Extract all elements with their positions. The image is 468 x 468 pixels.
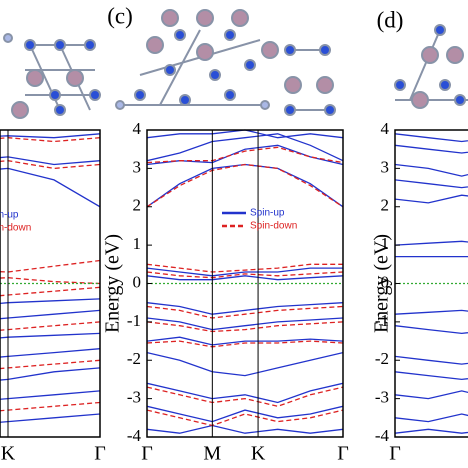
y-tick-label: -4 — [375, 426, 390, 445]
band-line — [395, 428, 468, 434]
y-tick-label: 4 — [133, 119, 142, 138]
structure-images — [3, 9, 468, 119]
band-line — [0, 167, 100, 208]
y-tick-label: 3 — [133, 157, 142, 176]
band-line — [147, 386, 343, 407]
y-tick-label: 2 — [133, 196, 142, 215]
x-tick-label: Γ — [389, 443, 401, 465]
band-line — [395, 325, 468, 335]
band-line — [395, 133, 468, 143]
band-line — [147, 336, 343, 346]
band-line — [147, 317, 343, 331]
band-line — [147, 267, 343, 277]
y-axis-label: Energy (eV) — [371, 234, 393, 333]
band-line — [0, 259, 100, 273]
band-line — [147, 163, 343, 208]
band-line — [147, 409, 343, 427]
band-line — [0, 367, 100, 381]
band-line — [395, 390, 468, 400]
band-line — [0, 390, 100, 400]
band-line — [0, 137, 100, 143]
band-line — [147, 133, 343, 162]
panel-label: (c) — [107, 3, 133, 28]
y-axis-label: Energy (eV) — [102, 234, 124, 333]
band-line — [147, 305, 343, 319]
band-line — [0, 309, 100, 320]
y-tick-label: 4 — [381, 119, 390, 138]
y-tick-label: -3 — [127, 388, 141, 407]
band-line — [0, 298, 100, 305]
band-line — [147, 271, 343, 279]
band-line — [395, 163, 468, 177]
y-tick-label: -3 — [375, 388, 389, 407]
band-line — [0, 332, 100, 339]
band-line — [147, 405, 343, 423]
x-tick-label: K — [251, 443, 266, 465]
band-line — [147, 129, 343, 139]
band-line — [147, 163, 343, 208]
band-line — [147, 424, 343, 434]
band-line — [0, 133, 100, 139]
y-tick-label: -2 — [375, 349, 389, 368]
band-line — [147, 302, 343, 315]
y-tick-label: -4 — [127, 426, 142, 445]
panel — [147, 129, 343, 434]
band-line — [147, 275, 343, 281]
band-line — [147, 144, 343, 166]
band-line — [147, 146, 343, 164]
x-tick-label: Γ — [337, 443, 349, 465]
y-tick-label: 3 — [381, 157, 390, 176]
band-line — [395, 240, 468, 246]
panel — [0, 133, 100, 423]
y-tick-label: -2 — [127, 349, 141, 368]
band-line — [147, 382, 343, 404]
panel-label: (d) — [377, 7, 404, 32]
y-tick-label: 0 — [381, 272, 390, 291]
band-line — [0, 348, 100, 358]
x-tick-label: M — [203, 443, 221, 465]
y-tick-label: -1 — [127, 311, 141, 330]
legend-label: Spin-down — [250, 221, 297, 232]
band-line — [395, 355, 468, 365]
y-tick-label: 0 — [133, 272, 142, 291]
y-tick-label: 1 — [133, 234, 142, 253]
band-line — [395, 144, 468, 154]
band-line — [0, 277, 100, 285]
band-line — [395, 194, 468, 204]
x-tick-label: Γ — [94, 443, 106, 465]
y-tick-label: -1 — [375, 311, 389, 330]
band-line — [0, 156, 100, 166]
band-line — [0, 359, 100, 370]
panel — [395, 133, 468, 434]
band-line — [0, 413, 100, 423]
band-line — [395, 179, 468, 189]
band-line — [395, 309, 468, 315]
x-tick-label: Γ — [141, 443, 153, 465]
band-line — [147, 351, 343, 377]
band-line — [395, 371, 468, 381]
legend-label: Spin-down — [0, 223, 31, 234]
band-line — [395, 413, 468, 423]
legend-label: Spin-up — [0, 210, 19, 221]
y-tick-label: 1 — [381, 234, 390, 253]
band-line — [147, 263, 343, 273]
y-tick-label: 2 — [381, 196, 390, 215]
legend-label: Spin-up — [250, 208, 285, 219]
band-line — [147, 321, 343, 333]
band-line — [147, 340, 343, 348]
x-tick-label: K — [1, 443, 16, 465]
